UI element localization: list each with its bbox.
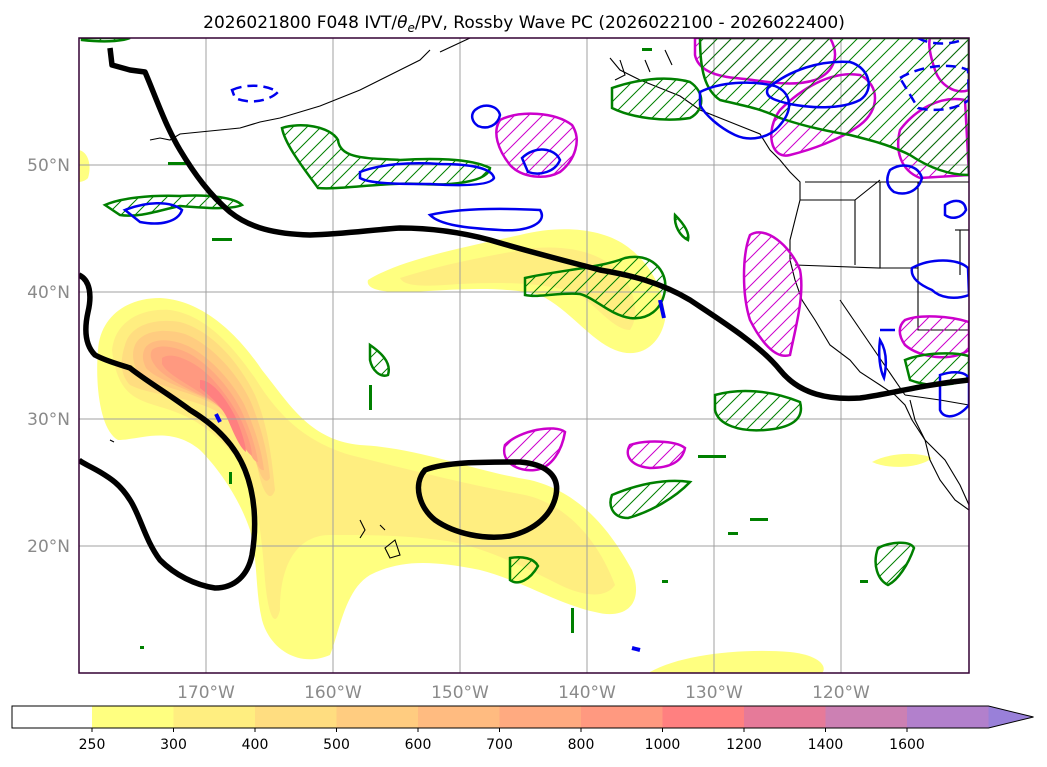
colorbar-segment — [581, 706, 663, 728]
x-axis-labels: 170°W 160°W 150°W 140°W 130°W 120°W — [177, 683, 870, 703]
ivt-patch-west — [79, 150, 90, 182]
colorbar-tick-label: 800 — [568, 737, 595, 753]
colorbar-segment-below — [12, 706, 92, 728]
colorbar-tick-label: 300 — [160, 737, 187, 753]
colorbar-segment — [825, 706, 908, 728]
colorbar-segment — [499, 706, 582, 728]
colorbar-segment — [173, 706, 256, 728]
colorbar-segment — [662, 706, 745, 728]
ytick-40n: 40°N — [27, 283, 70, 303]
xtick-150w: 150°W — [431, 683, 489, 703]
colorbar-extend-arrow — [988, 706, 1034, 728]
colorbar-tick-label: 500 — [323, 737, 350, 753]
map-frame — [78, 37, 970, 674]
colorbar-segment — [418, 706, 500, 728]
colorbar-tick-label: 1200 — [726, 737, 762, 753]
theta-e-small — [140, 48, 868, 649]
colorbar: 250 300 400 500 600 700 800 1000 1200 1400 1600 — [11, 705, 1034, 753]
ytick-20n: 20°N — [27, 537, 70, 557]
ytick-30n: 30°N — [27, 410, 70, 430]
xtick-170w: 170°W — [177, 683, 235, 703]
colorbar-tick-label: 700 — [486, 737, 513, 753]
colorbar-segment — [907, 706, 989, 728]
ivt-plume-800 — [162, 355, 252, 456]
xtick-160w: 160°W — [304, 683, 362, 703]
colorbar-tick-label: 1600 — [889, 737, 925, 753]
chart-title: 2026021800 F048 IVT/θe/PV, Rossby Wave P… — [203, 13, 845, 35]
xtick-130w: 130°W — [685, 683, 743, 703]
rossby-wave-negative — [122, 38, 969, 652]
colorbar-segment — [744, 706, 826, 728]
map-area — [79, 38, 969, 673]
colorbar-tick-label: 1000 — [645, 737, 681, 753]
ivt-patch-south — [650, 650, 824, 673]
colorbar-tick-label: 400 — [242, 737, 269, 753]
colorbar-segment — [336, 706, 419, 728]
colorbar-segment — [92, 706, 174, 728]
xtick-120w: 120°W — [812, 683, 870, 703]
ivt-plume-1000 — [200, 380, 246, 452]
ytick-50n: 50°N — [27, 156, 70, 176]
colorbar-segment — [255, 706, 337, 728]
ivt-fill — [79, 150, 932, 673]
pv-contour — [79, 47, 969, 591]
colorbar-tick-label: 1400 — [808, 737, 844, 753]
colorbar-tick-label: 250 — [79, 737, 106, 753]
y-axis-labels: 50°N 40°N 30°N 20°N — [27, 156, 70, 557]
colorbar-tick-label: 600 — [405, 737, 432, 753]
xtick-140w: 140°W — [558, 683, 616, 703]
colorbar-outline — [11, 705, 1034, 729]
ivt-patch-socal — [872, 453, 932, 467]
